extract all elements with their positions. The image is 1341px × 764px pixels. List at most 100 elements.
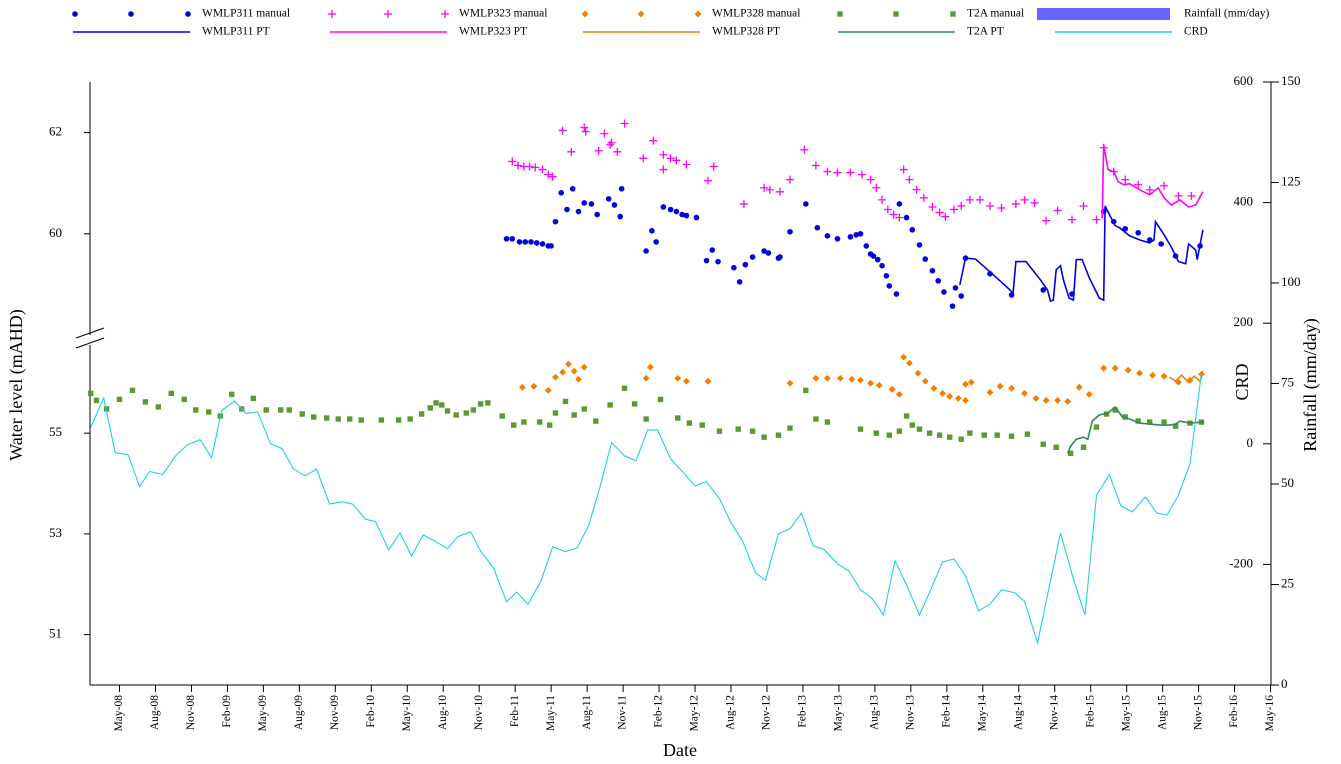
data-point [962,397,969,404]
data-point [647,363,654,371]
data-point [564,206,570,213]
data-point [1187,191,1196,200]
data-point [954,394,962,402]
data-point [834,236,841,242]
data-point [1021,389,1028,397]
legend-marker [950,11,956,17]
data-point [1042,216,1051,225]
y-tick-label: 62 [49,124,62,139]
axes [75,82,1272,686]
data-point [1085,390,1093,398]
data-point [893,291,900,297]
data-point [936,432,943,438]
data-point [703,176,712,185]
data-point [1040,287,1047,293]
data-point [1160,372,1168,380]
x-tick-label: Aug-11 [581,695,593,730]
legend-marker [72,11,78,17]
data-point [919,193,928,202]
data-point [1135,229,1141,236]
data-point [485,400,491,406]
data-point [922,256,929,262]
data-point [607,402,613,408]
data-line [959,205,1204,303]
data-point [833,168,842,177]
axis-break [75,337,105,349]
x-tick-label: Feb-10 [365,695,377,728]
data-point [1020,195,1029,204]
data-point [88,390,94,397]
data-point [683,212,690,219]
data-point [1040,441,1046,447]
legend-label: WMLP311 manual [202,8,290,20]
data-point [813,416,819,422]
data-point [967,430,973,436]
data-point [567,147,576,156]
legend-marker [328,10,336,18]
data-point [704,377,712,385]
data-point [914,369,922,377]
data-point [1067,450,1074,456]
data-point [775,187,784,196]
legend-marker [128,11,134,17]
data-point [895,390,903,398]
data-point [1136,369,1144,377]
data-point [1011,199,1020,208]
data-point [749,254,756,260]
data-point [929,267,936,274]
data-point [277,407,284,413]
data-point [470,407,477,413]
data-point [996,382,1004,390]
data-point [444,408,451,414]
data-point [594,211,600,218]
data-point [427,405,433,411]
data-point [875,381,883,389]
x-tick-label: Feb-13 [797,695,809,728]
data-point [323,415,330,421]
data-point [736,279,743,285]
data-point [477,401,484,407]
data-point [653,239,659,245]
data-point [814,224,821,231]
data-point [1080,444,1087,450]
data-point [642,374,650,382]
data-point [686,420,692,426]
data-point [539,241,546,247]
data-point [800,145,809,154]
x-tick-label: May-08 [113,695,125,732]
data-line [1169,370,1204,384]
legend-label: CRD [1184,26,1208,38]
data-point [463,410,469,416]
data-point [765,250,772,256]
data-point [749,428,756,434]
data-point [116,396,123,403]
x-tick-label: Feb-16 [1228,695,1240,728]
data-point [1064,398,1072,405]
legend-label: WMLP328 manual [712,8,800,20]
data-point [521,419,527,425]
data-point [1112,407,1118,413]
data-point [786,379,794,387]
data-line [1066,405,1203,454]
legend-marker [837,11,843,17]
data-point [703,257,710,264]
data-point [552,373,559,381]
data-point [659,165,668,174]
data-point [562,398,569,405]
data-point [811,161,820,170]
data-point [552,410,559,416]
data-point [760,183,769,192]
data-point [812,374,820,382]
data-point [765,185,774,194]
data-point [533,240,540,246]
data-point [514,161,523,170]
data-point [581,406,587,412]
data-point [538,165,547,174]
data-point [605,196,612,202]
data-point [250,395,257,402]
legend-marker [637,10,645,18]
data-point [870,253,877,259]
x-tick-label: May-13 [833,695,845,732]
data-point [857,231,864,237]
data-point [453,412,459,418]
